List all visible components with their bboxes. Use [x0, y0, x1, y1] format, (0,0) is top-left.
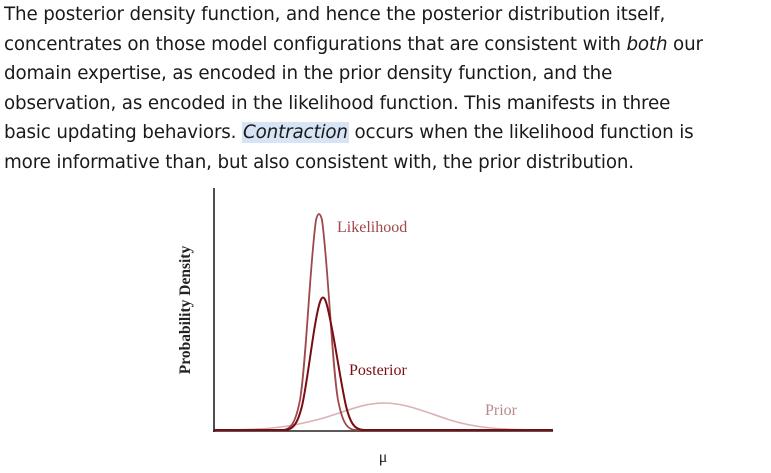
x-axis-label: μ — [379, 449, 388, 466]
text-line-5: basic updating behaviors. Contraction oc… — [4, 118, 769, 148]
text-line-5-part-b: occurs when the likelihood function is — [348, 122, 694, 143]
posterior-curve — [214, 296, 553, 431]
text-line-2: concentrates on those model configuratio… — [4, 30, 769, 60]
paragraph-text: The posterior density function, and henc… — [4, 0, 769, 177]
text-line-5-part-a: basic updating behaviors. — [4, 122, 243, 143]
text-line-6: more informative than, but also consiste… — [4, 151, 634, 173]
emphasis-contraction-highlighted[interactable]: Contraction — [242, 122, 349, 143]
posterior-label: Posterior — [349, 362, 407, 379]
text-line-3: domain expertise, as encoded in the prio… — [4, 63, 613, 84]
prior-curve — [213, 402, 554, 431]
emphasis-both: both — [626, 33, 668, 55]
likelihood-curve — [214, 213, 553, 431]
prior-label: Prior — [485, 402, 518, 419]
text-line-4: observation, as encoded in the likelihoo… — [4, 92, 671, 114]
likelihood-label: Likelihood — [337, 219, 407, 236]
text-line-2-part-b: our — [667, 33, 703, 55]
text-line-1: The posterior density function, and henc… — [4, 4, 666, 25]
y-axis-label: Probability Density — [177, 246, 194, 375]
text-line-2-part-a: concentrates on those model configuratio… — [4, 33, 627, 55]
